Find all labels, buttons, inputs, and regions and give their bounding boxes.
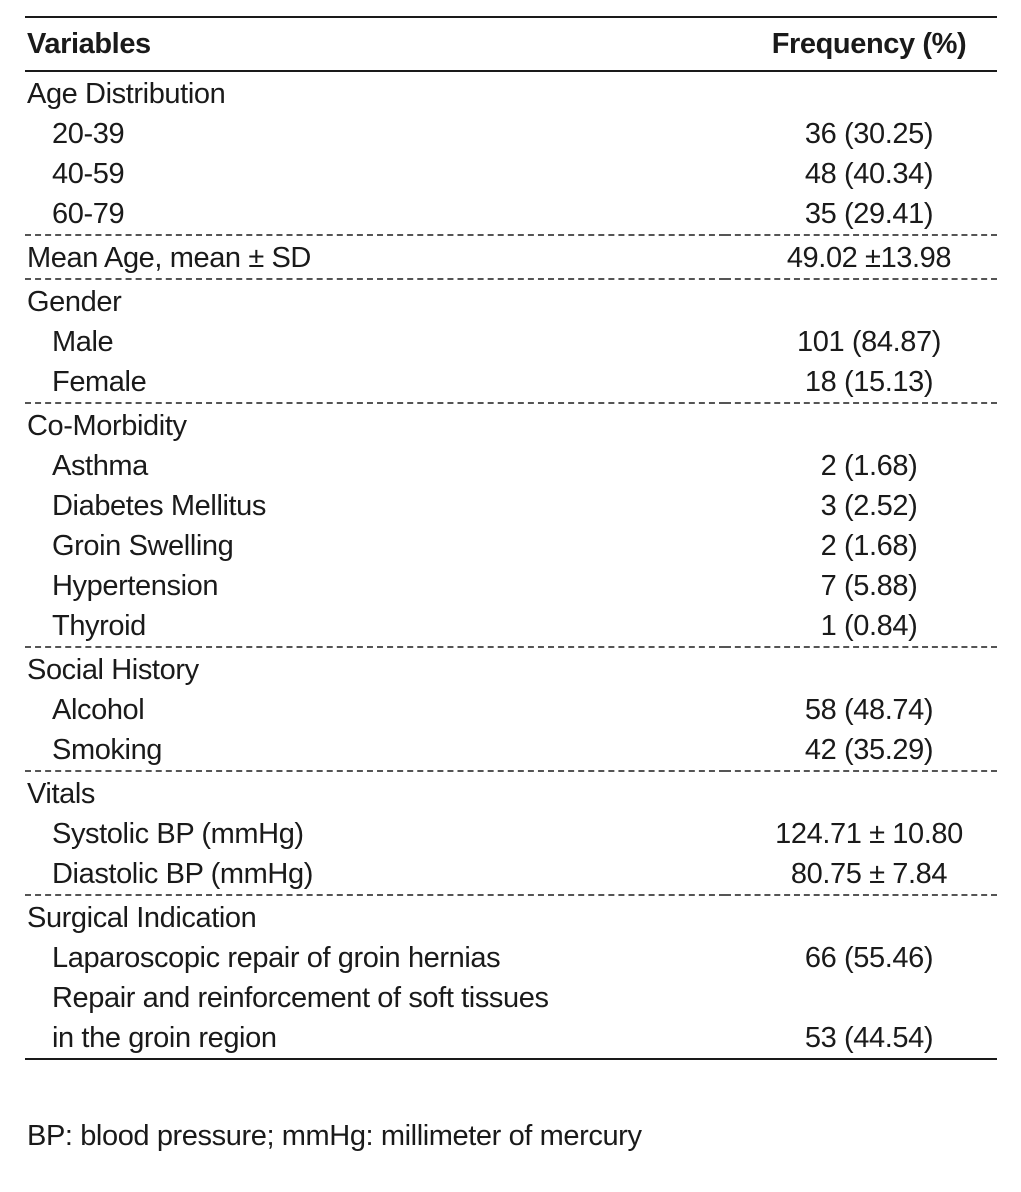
group-header-row: Gender (25, 279, 997, 322)
table-group: Gender Male 101 (84.87) Female 18 (15.13) (25, 279, 997, 403)
table-row: Alcohol 58 (48.74) (25, 690, 997, 730)
row-label: Systolic BP (mmHg) (52, 818, 304, 850)
group-label: Age Distribution (27, 78, 226, 110)
row-value: 48 (40.34) (804, 158, 934, 190)
row-label: Asthma (52, 450, 148, 482)
group-value (725, 647, 997, 690)
row-label: Alcohol (52, 694, 145, 726)
row-label: Diabetes Mellitus (52, 490, 267, 522)
row-label: Laparoscopic repair of groin hernias (52, 942, 501, 974)
group-label: Co-Morbidity (27, 410, 187, 442)
demographics-table: Variables Frequency (%) Age Distribution… (25, 16, 997, 1060)
table-row: Laparoscopic repair of groin hernias 66 (… (25, 938, 997, 978)
group-header-row: Mean Age, mean ± SD 49.02 ±13.98 (25, 235, 997, 279)
row-value: 124.71 ± 10.80 (775, 818, 963, 850)
group-value (725, 403, 997, 446)
header-row: Variables Frequency (%) (25, 17, 997, 71)
table-row: Female 18 (15.13) (25, 362, 997, 403)
table-group: Surgical Indication Laparoscopic repair o… (25, 895, 997, 1059)
table-row: Thyroid 1 (0.84) (25, 606, 997, 647)
row-label: Repair and reinforcement of soft tissues (52, 982, 549, 1014)
group-label: Vitals (27, 778, 95, 810)
row-value: 35 (29.41) (804, 198, 934, 230)
table-row: Diabetes Mellitus 3 (2.52) (25, 486, 997, 526)
row-label: Groin Swelling (52, 530, 234, 562)
row-value: 2 (1.68) (820, 450, 918, 482)
group-header-row: Surgical Indication (25, 895, 997, 938)
group-header-row: Social History (25, 647, 997, 690)
table-row: Smoking 42 (35.29) (25, 730, 997, 771)
table-row: Hypertension 7 (5.88) (25, 566, 997, 606)
row-value (725, 978, 997, 1018)
table-row: in the groin region 53 (44.54) (25, 1018, 997, 1059)
row-label: Diastolic BP (mmHg) (52, 858, 313, 890)
row-label: in the groin region (52, 1022, 277, 1054)
group-label: Surgical Indication (27, 902, 257, 934)
table-row: Groin Swelling 2 (1.68) (25, 526, 997, 566)
table-footnote: BP: blood pressure; mmHg: millimeter of … (27, 1120, 642, 1152)
row-label: Hypertension (52, 570, 219, 602)
table-row: 20-39 36 (30.25) (25, 114, 997, 154)
row-label: Thyroid (52, 610, 146, 642)
group-header-row: Age Distribution (25, 71, 997, 114)
data-table-container: Variables Frequency (%) Age Distribution… (25, 16, 997, 1060)
group-label: Gender (27, 286, 122, 318)
table-row: Asthma 2 (1.68) (25, 446, 997, 486)
header-variables: Variables (27, 27, 151, 60)
row-label: Female (52, 366, 147, 398)
table-row: Systolic BP (mmHg) 124.71 ± 10.80 (25, 814, 997, 854)
group-header-row: Co-Morbidity (25, 403, 997, 446)
row-value: 18 (15.13) (804, 366, 934, 398)
row-value: 2 (1.68) (820, 530, 918, 562)
group-value: 49.02 ±13.98 (786, 242, 952, 274)
row-label: Male (52, 326, 114, 358)
row-value: 36 (30.25) (804, 118, 934, 150)
row-label: Smoking (52, 734, 163, 766)
group-value (725, 279, 997, 322)
row-label: 60-79 (52, 198, 125, 230)
row-value: 1 (0.84) (820, 610, 918, 642)
table-group: Age Distribution 20-39 36 (30.25) 40-59 48 (… (25, 71, 997, 235)
row-value: 58 (48.74) (804, 694, 934, 726)
group-header-row: Vitals (25, 771, 997, 814)
row-value: 53 (44.54) (804, 1022, 934, 1054)
row-value: 7 (5.88) (820, 570, 918, 602)
row-label: 20-39 (52, 118, 125, 150)
table-group: Social History Alcohol 58 (48.74) Smoking 42… (25, 647, 997, 771)
row-value: 42 (35.29) (804, 734, 934, 766)
row-label: 40-59 (52, 158, 125, 190)
row-value: 3 (2.52) (820, 490, 918, 522)
table-row: 40-59 48 (40.34) (25, 154, 997, 194)
row-value: 66 (55.46) (804, 942, 934, 974)
table-header: Variables Frequency (%) (25, 17, 997, 71)
table-group: Mean Age, mean ± SD 49.02 ±13.98 (25, 235, 997, 279)
row-value: 101 (84.87) (797, 326, 941, 358)
group-label: Mean Age, mean ± SD (27, 242, 311, 274)
table-group: Co-Morbidity Asthma 2 (1.68) Diabetes Melli… (25, 403, 997, 647)
group-value (725, 71, 997, 114)
table-group: Vitals Systolic BP (mmHg) 124.71 ± 10.80 Di… (25, 771, 997, 895)
table-row: Diastolic BP (mmHg) 80.75 ± 7.84 (25, 854, 997, 895)
table-row: Repair and reinforcement of soft tissues (25, 978, 997, 1018)
group-value (725, 771, 997, 814)
group-value (725, 895, 997, 938)
row-value: 80.75 ± 7.84 (790, 858, 948, 890)
group-label: Social History (27, 654, 199, 686)
header-frequency: Frequency (%) (771, 27, 967, 60)
table-row: Male 101 (84.87) (25, 322, 997, 362)
table-row: 60-79 35 (29.41) (25, 194, 997, 235)
